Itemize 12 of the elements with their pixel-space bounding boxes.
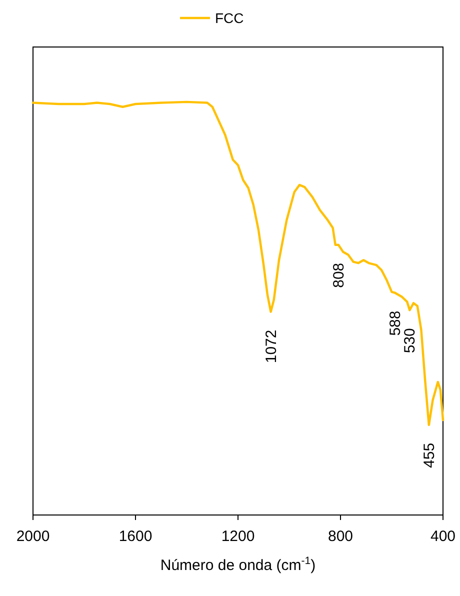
- annotation: 530: [402, 328, 419, 354]
- x-tick-label: 1600: [118, 528, 152, 545]
- annotation: 1072: [262, 330, 280, 364]
- annotation: 588: [386, 310, 404, 336]
- annotation: 808: [330, 262, 348, 288]
- legend-label: FCC: [215, 10, 244, 26]
- x-axis-title: Número de onda (cm$^{-1}$): [160, 555, 316, 574]
- annotation: 455: [420, 442, 438, 468]
- x-tick-label: 800: [328, 528, 354, 545]
- x-tick-label: 2000: [16, 528, 50, 545]
- x-tick-label: 400: [430, 528, 456, 545]
- x-tick-label: 1200: [221, 528, 255, 545]
